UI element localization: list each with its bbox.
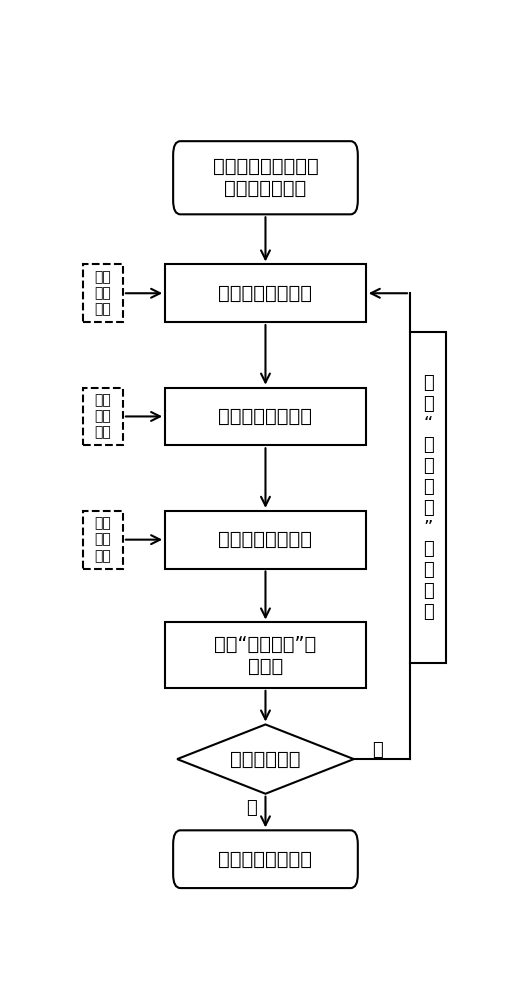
Polygon shape — [177, 724, 354, 794]
Bar — [165, 388, 366, 445]
Text: 输出最优布局结果: 输出最优布局结果 — [219, 850, 312, 869]
Text: 调用
定位
规则: 调用 定位 规则 — [94, 393, 111, 440]
Text: 调用
定位
规则: 调用 定位 规则 — [94, 270, 111, 316]
FancyBboxPatch shape — [173, 141, 358, 214]
Text: 狼群执行围攻行为: 狼群执行围攻行为 — [219, 530, 312, 549]
Text: 按
照
“
强
者
生
存
”
更
新
狼
群: 按 照 “ 强 者 生 存 ” 更 新 狼 群 — [423, 374, 434, 621]
Text: 按照“胜者为王”更
新头狼: 按照“胜者为王”更 新头狼 — [214, 635, 316, 676]
Bar — [410, 332, 446, 663]
Text: 初始化圆形设备参数
和狼群算法参数: 初始化圆形设备参数 和狼群算法参数 — [212, 157, 319, 198]
Text: 狼群执行奔袭行为: 狼群执行奔袭行为 — [219, 407, 312, 426]
Bar — [165, 622, 366, 688]
Bar — [83, 264, 123, 322]
Bar — [83, 388, 123, 445]
Bar — [83, 511, 123, 569]
Text: 狼群执行游走行为: 狼群执行游走行为 — [219, 284, 312, 303]
Bar — [165, 264, 366, 322]
FancyBboxPatch shape — [173, 830, 358, 888]
Text: 否: 否 — [372, 741, 383, 759]
Bar — [165, 511, 366, 569]
Text: 是: 是 — [246, 799, 257, 817]
Text: 调用
定位
规则: 调用 定位 规则 — [94, 516, 111, 563]
Text: 满足终止条件: 满足终止条件 — [230, 750, 301, 769]
